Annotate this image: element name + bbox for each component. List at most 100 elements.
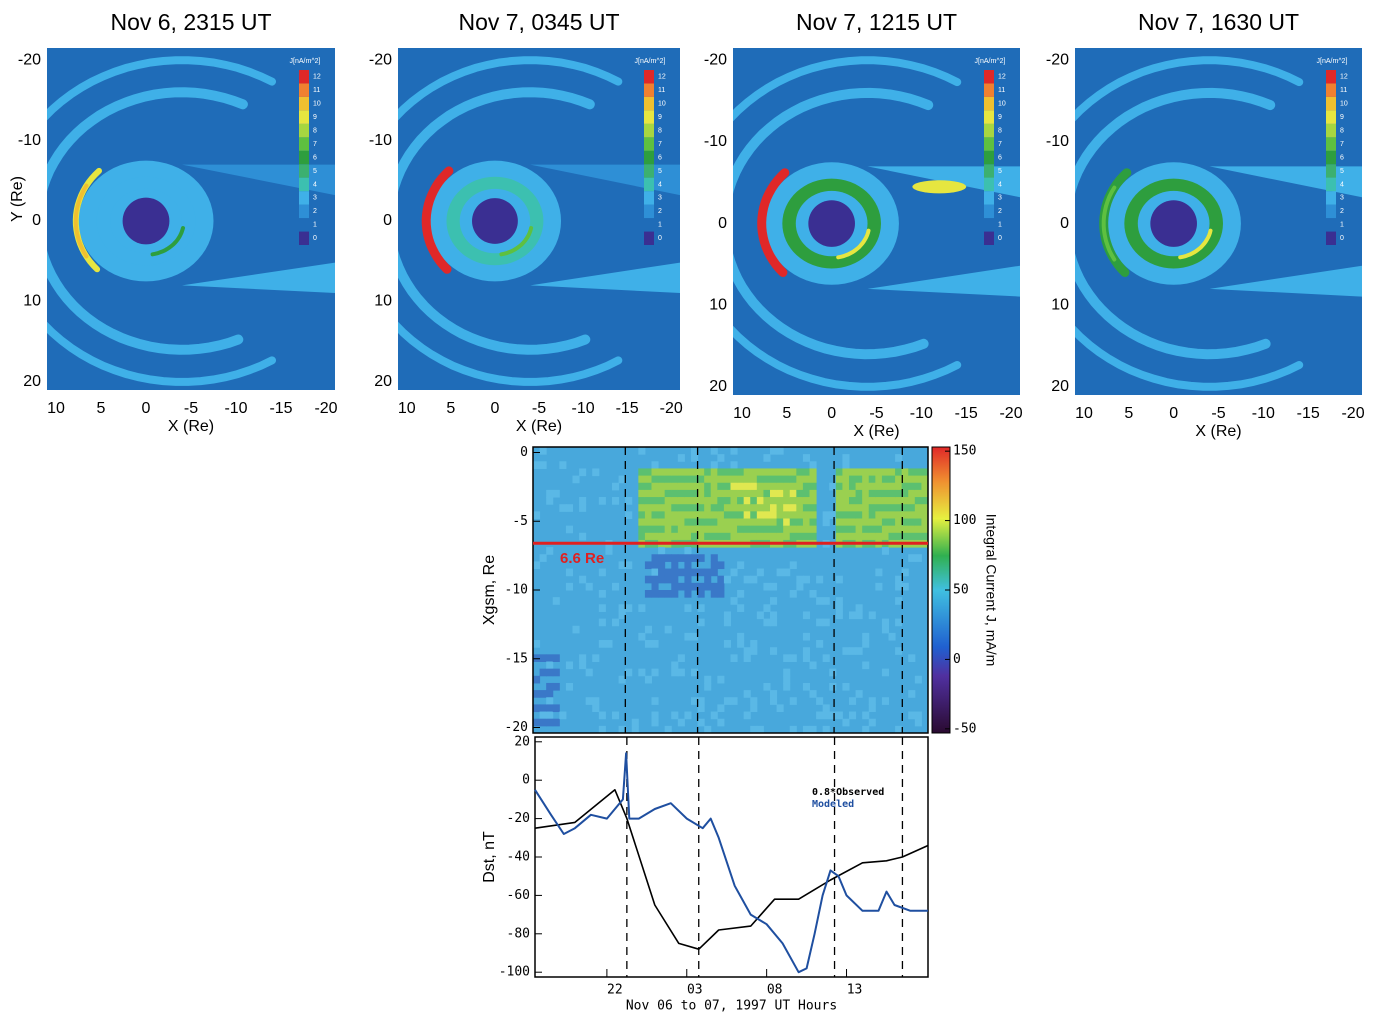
heatmap-texture (763, 511, 771, 519)
heatmap-texture (691, 468, 699, 477)
heatmap-texture (664, 504, 672, 512)
heatmap-texture (658, 468, 666, 477)
colorbar-swatch (984, 218, 994, 232)
heatmap-texture (723, 611, 731, 620)
heatmap-texture (914, 504, 922, 512)
heatmap-texture (638, 604, 646, 612)
heatmap-texture (737, 468, 745, 477)
heatmap-texture (802, 725, 810, 734)
colorbar-swatch (299, 191, 309, 205)
heatmap-texture (855, 468, 863, 477)
heatmap-texture (868, 511, 876, 519)
colorbar-tick-label: 1 (998, 222, 1002, 229)
heatmap-texture (671, 711, 679, 720)
y-tick-label: 0 (522, 773, 530, 788)
heatmap-texture (710, 447, 718, 455)
current-arc (1101, 185, 1117, 262)
colorbar-tick-label: 7 (313, 141, 317, 148)
colorbar-tick-label: 150 (953, 444, 976, 459)
heatmap-texture (796, 518, 804, 527)
colorbar-swatch (984, 164, 994, 178)
heatmap-texture (618, 611, 626, 620)
heatmap-texture (533, 690, 541, 698)
heatmap-texture (842, 497, 850, 505)
heatmap-texture (862, 632, 870, 641)
heatmap-texture (895, 647, 903, 655)
heatmap-texture (671, 468, 679, 477)
y-tick-label: 0 (718, 215, 727, 232)
heatmap-texture (546, 497, 554, 505)
heatmap-texture (855, 611, 863, 620)
heatmap-texture (644, 518, 652, 527)
heatmap-texture (572, 625, 580, 634)
heatmap-texture (658, 561, 666, 570)
heatmap-texture (829, 682, 837, 691)
heatmap-texture (658, 568, 666, 577)
x-tick-label: 0 (1169, 405, 1178, 422)
colorbar-swatch (644, 164, 654, 178)
colorbar-swatch (1326, 96, 1336, 111)
heatmap-texture (717, 497, 725, 505)
current-arc (398, 56, 623, 386)
heatmap-texture (875, 482, 883, 491)
heatmap-texture (710, 497, 718, 505)
x-axis-label: X (Re) (1195, 423, 1241, 440)
heatmap-texture (651, 711, 659, 720)
heatmap-texture (723, 518, 731, 527)
heatmap-texture (868, 489, 876, 498)
heatmap-texture (849, 711, 857, 720)
heatmap-texture (750, 704, 758, 713)
heatmap-texture (849, 482, 857, 491)
heatmap-texture (704, 575, 712, 584)
colorbar-tick-label: 1 (1340, 222, 1344, 229)
heatmap-texture (849, 647, 857, 655)
heatmap-texture (539, 718, 547, 727)
heatmap-texture (921, 482, 929, 491)
heatmap-texture (552, 668, 560, 677)
x-tick-label: 5 (97, 400, 106, 417)
heatmap-texture (559, 461, 567, 469)
heatmap-texture (612, 497, 620, 505)
heatmap-texture (809, 690, 817, 698)
heatmap-texture (691, 582, 699, 591)
heatmap-texture (776, 489, 784, 498)
heatmap-texture (901, 482, 909, 491)
colorbar-tick-label: 8 (998, 127, 1002, 134)
heatmap-texture (789, 532, 797, 541)
heatmap-texture (677, 482, 685, 491)
heatmap-texture (809, 497, 817, 505)
heatmap-texture (908, 690, 916, 698)
heatmap-texture (750, 518, 758, 527)
heatmap-texture (888, 475, 896, 484)
heatmap-texture (862, 640, 870, 648)
heatmap-texture (901, 475, 909, 484)
heatmap-texture (737, 525, 745, 534)
heatmap-texture (612, 711, 620, 720)
heatmap-texture (829, 482, 837, 491)
colorbar-tick-label: 3 (313, 195, 317, 202)
heatmap-texture (822, 597, 830, 605)
heatmap-texture (914, 711, 922, 720)
heatmap-texture (710, 475, 718, 484)
heatmap-texture (888, 532, 896, 541)
heatmap-texture (776, 568, 784, 577)
heatmap-texture (796, 525, 804, 534)
x-tick-label: -5 (532, 400, 546, 417)
heatmap-texture (684, 590, 692, 598)
heatmap-texture (691, 482, 699, 491)
heatmap-texture (612, 618, 620, 627)
heatmap-texture (644, 640, 652, 648)
heatmap-texture (796, 482, 804, 491)
heatmap-texture (862, 497, 870, 505)
heatmap-texture (868, 697, 876, 705)
contour-plot (1075, 48, 1362, 395)
colorbar-swatch (299, 96, 309, 111)
heatmap-texture (546, 661, 554, 670)
heatmap-texture (658, 532, 666, 541)
heatmap-texture (842, 475, 850, 484)
heatmap-texture (921, 504, 929, 512)
heatmap-texture (862, 725, 870, 734)
heatmap-texture (908, 518, 916, 527)
heatmap-texture (849, 511, 857, 519)
